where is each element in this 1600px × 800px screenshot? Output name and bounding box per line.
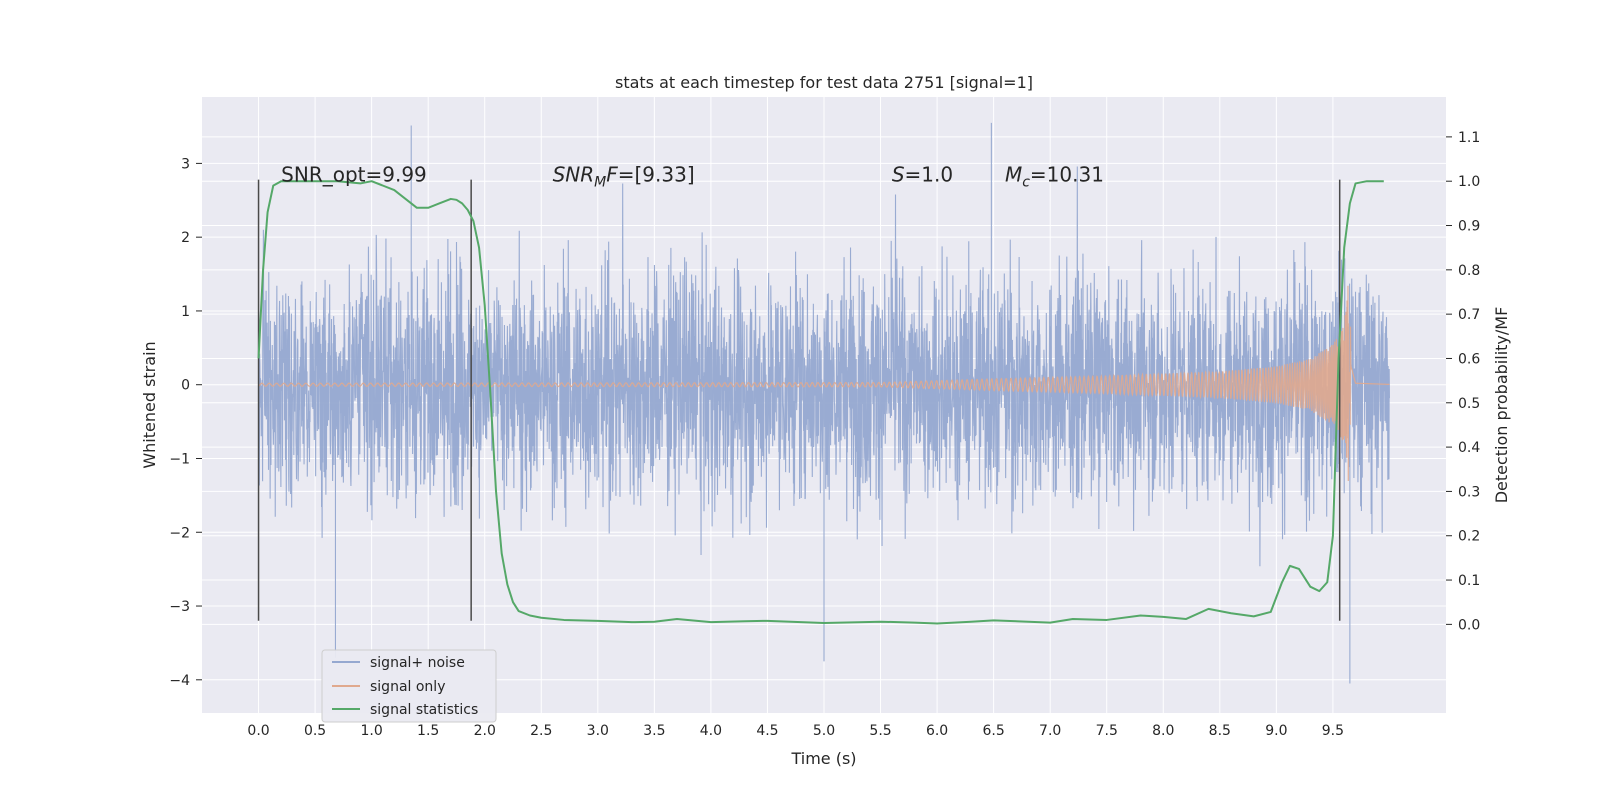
y-left-tick-label: −1 (169, 451, 190, 467)
x-tick-label: 2.5 (530, 723, 552, 739)
y-right-tick-label: 0.7 (1458, 307, 1480, 323)
x-tick-label: 9.5 (1322, 723, 1344, 739)
x-tick-label: 9.0 (1265, 723, 1287, 739)
y-left-tick-label: 3 (181, 156, 190, 172)
y-left-tick-label: −2 (169, 525, 190, 541)
x-tick-label: 6.5 (983, 723, 1005, 739)
y-right-tick-label: 0.1 (1458, 573, 1480, 589)
y-right-tick-label: 0.9 (1458, 219, 1480, 235)
markers-layer (257, 179, 1341, 621)
y-axis-right-label: Detection probability/MF (1492, 307, 1511, 504)
x-tick-label: 4.5 (756, 723, 778, 739)
stat-layer (257, 180, 1384, 625)
chart-title: stats at each timestep for test data 275… (615, 73, 1033, 92)
x-tick-label: 3.0 (587, 723, 609, 739)
x-tick-label: 5.5 (869, 723, 891, 739)
y-right-tick-label: 0.0 (1458, 617, 1480, 633)
x-tick-label: 2.0 (474, 723, 496, 739)
x-tick-label: 3.5 (643, 723, 665, 739)
y-right-tick-label: 1.1 (1458, 130, 1480, 146)
annotation-mc-value: Mc=10.31 (1005, 162, 1104, 190)
x-tick-label: 5.0 (813, 723, 835, 739)
x-tick-label: 6.0 (926, 723, 948, 739)
y-right-tick-label: 1.0 (1458, 174, 1480, 190)
legend-label-signal-only: signal only (370, 679, 445, 695)
x-tick-label: 4.0 (700, 723, 722, 739)
legend-box (321, 649, 497, 723)
x-tick-label: 0.5 (304, 723, 326, 739)
x-tick-label: 7.5 (1096, 723, 1118, 739)
annot-layer: SNR_opt=9.99 SNRMF=[9.33] S=1.0 Mc=10.31 (281, 162, 1104, 190)
y-left-tick-label: −3 (169, 599, 190, 615)
annotation-snr-mf: SNRMF=[9.33] (553, 162, 695, 190)
y-right-tick-label: 0.3 (1458, 484, 1480, 500)
noise-layer (258, 122, 1390, 684)
legend: signal+ noise signal only signal statist… (321, 649, 497, 723)
y-left-tick-label: 2 (181, 230, 190, 246)
legend-label-signal-statistics: signal statistics (370, 702, 478, 718)
x-tick-label: 8.0 (1152, 723, 1174, 739)
series-signal-noise-line (258, 122, 1390, 684)
annotation-s-value: S=1.0 (892, 162, 953, 186)
annotation-snr-opt: SNR_opt=9.99 (281, 162, 427, 186)
x-tick-label: 1.0 (361, 723, 383, 739)
x-tick-label: 7.0 (1039, 723, 1061, 739)
y-right-tick-label: 0.6 (1458, 351, 1480, 367)
x-tick-label: 8.5 (1209, 723, 1231, 739)
y-right-tick-label: 0.4 (1458, 440, 1480, 456)
ticks-layer: 0.0 0.5 1.0 1.5 2.0 2.5 3.0 3.5 4.0 4.5 5.0 5.5 6.0 6… (169, 130, 1480, 739)
y-left-tick-label: 0 (181, 378, 190, 394)
y-right-tick-label: 0.2 (1458, 529, 1480, 545)
x-axis-label: Time (s) (790, 749, 856, 768)
x-tick-label: 1.5 (417, 723, 439, 739)
series-signal-only-line (258, 285, 1390, 481)
y-right-tick-label: 0.5 (1458, 396, 1480, 412)
y-left-tick-label: −4 (169, 673, 190, 689)
y-left-tick-label: 1 (181, 304, 190, 320)
legend-label-signal-noise: signal+ noise (370, 655, 465, 671)
signal-layer (258, 285, 1390, 481)
x-tick-label: 0.0 (247, 723, 269, 739)
series-signal-statistics-line (257, 180, 1384, 625)
y-right-tick-label: 0.8 (1458, 263, 1480, 279)
y-axis-left-label: Whitened strain (140, 341, 159, 468)
